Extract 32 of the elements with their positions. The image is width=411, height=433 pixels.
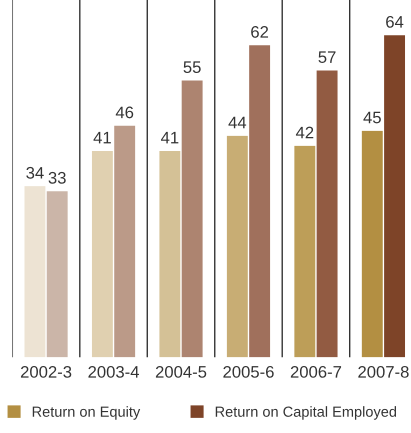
bar <box>362 130 383 358</box>
x-tick-label: 2004-5 <box>156 366 206 378</box>
x-tick-label: 2005-6 <box>223 366 274 378</box>
bar <box>226 136 248 358</box>
data-label: 34 <box>26 166 44 179</box>
data-label: 33 <box>48 172 66 184</box>
data-label: 55 <box>184 61 201 74</box>
data-label: 46 <box>116 106 134 118</box>
bar <box>46 191 68 358</box>
data-label: 42 <box>296 126 314 138</box>
bar <box>159 150 180 358</box>
bar <box>114 126 136 358</box>
data-label: 57 <box>318 51 336 63</box>
data-label: 45 <box>363 112 381 124</box>
legend-label: Return on Equity <box>32 406 140 420</box>
x-tick-label: 2003-4 <box>88 366 139 378</box>
bar <box>384 35 406 358</box>
data-label: 62 <box>251 26 268 38</box>
legend-label: Return on Capital Employed <box>216 406 396 420</box>
bar <box>182 80 203 358</box>
data-label: 41 <box>160 132 178 144</box>
x-tick-label: 2002-3 <box>20 366 72 378</box>
bar <box>24 186 46 358</box>
x-tick-label: 2006-7 <box>290 366 342 378</box>
data-label: 64 <box>386 16 404 28</box>
x-tick-label: 2007-8 <box>358 366 409 378</box>
data-label: 41 <box>94 132 111 144</box>
bar <box>249 45 270 358</box>
bar <box>92 150 113 358</box>
bar <box>294 146 316 358</box>
bar <box>316 70 338 358</box>
data-label: 44 <box>228 116 246 128</box>
